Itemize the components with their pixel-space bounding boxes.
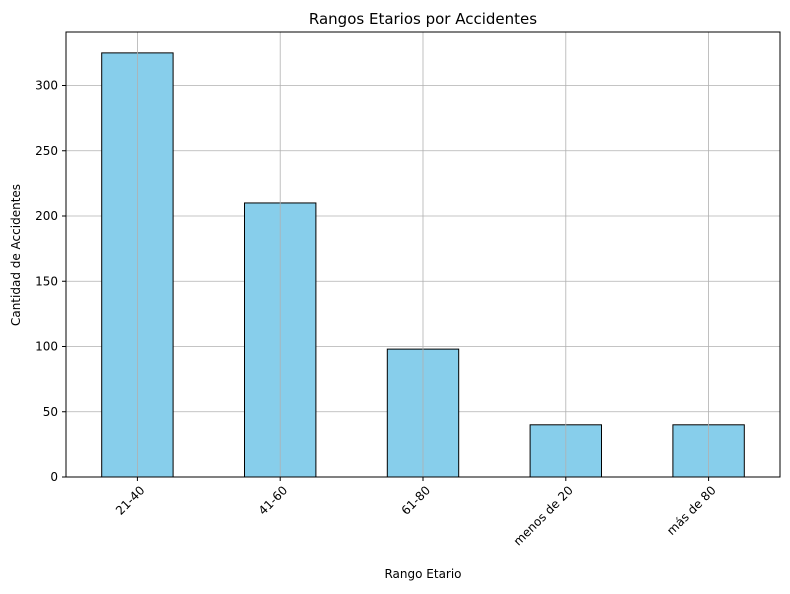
x-tick-label: menos de 20 xyxy=(511,483,576,548)
y-tick-label: 150 xyxy=(35,274,58,288)
x-tick-label: más de 80 xyxy=(664,483,719,538)
y-tick-label: 0 xyxy=(50,470,58,484)
y-axis-label: Cantidad de Accidentes xyxy=(9,184,23,326)
x-tick-label: 21-40 xyxy=(113,483,148,518)
y-tick-label: 300 xyxy=(35,79,58,93)
y-tick-label: 100 xyxy=(35,340,58,354)
x-ticks-layer: 21-40 41-60 61-80 menos de 20 más de 80 xyxy=(113,477,719,548)
x-tick-label: 61-80 xyxy=(399,483,434,518)
y-tick-label: 50 xyxy=(43,405,58,419)
x-axis-label: Rango Etario xyxy=(384,567,461,581)
x-tick-label: 41-60 xyxy=(256,483,291,518)
y-tick-label: 200 xyxy=(35,209,58,223)
chart-title: Rangos Etarios por Accidentes xyxy=(309,10,537,28)
x-grid-layer xyxy=(136,32,709,477)
y-tick-label: 250 xyxy=(35,144,58,158)
y-ticks-layer: 0 50 100 150 200 250 300 xyxy=(35,79,66,484)
